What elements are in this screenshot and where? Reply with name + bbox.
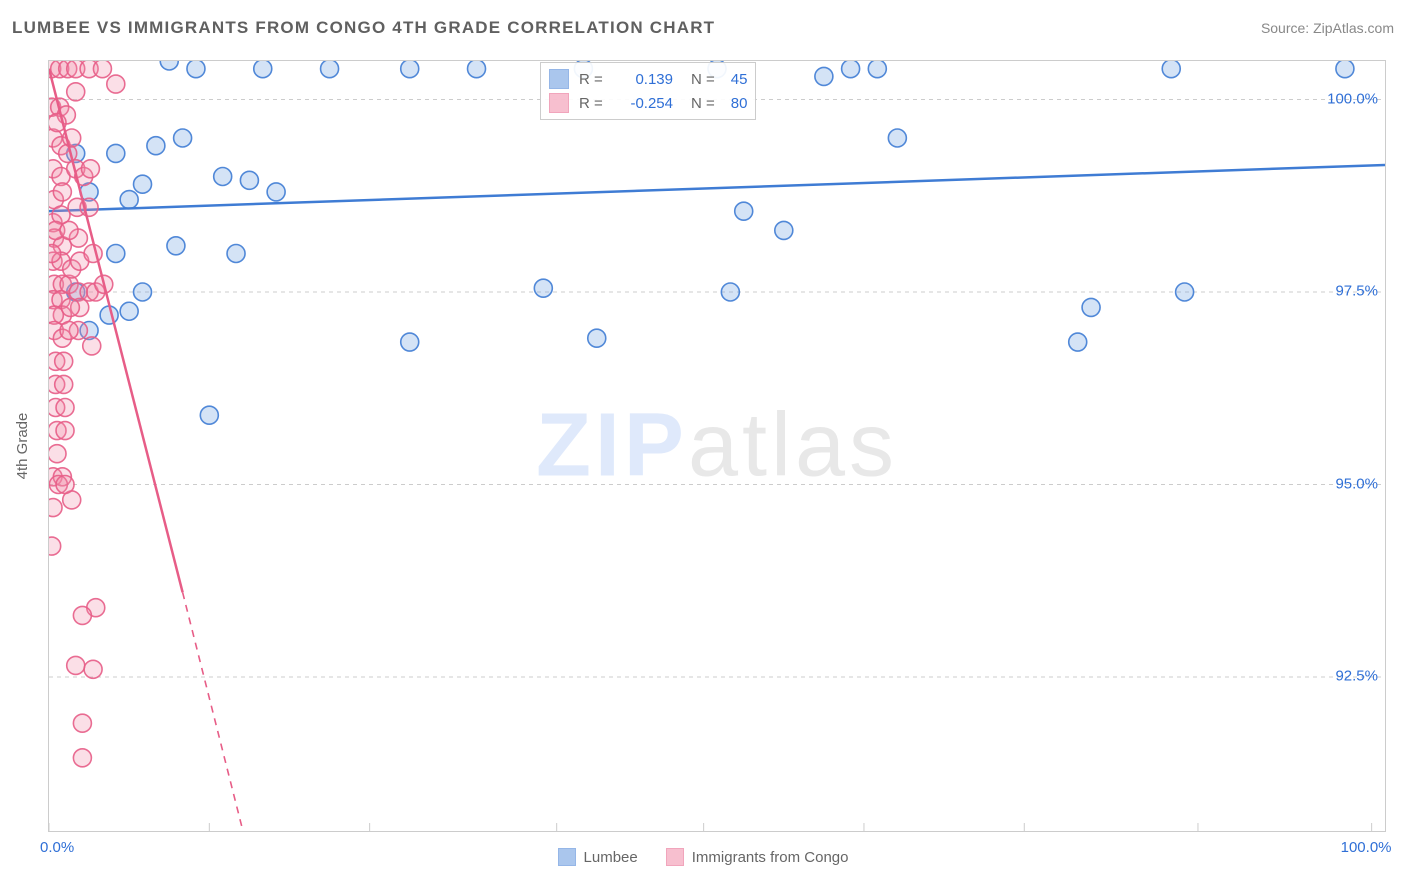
y-tick-label: 97.5% — [1298, 283, 1378, 300]
legend-bottom-swatch-lumbee — [558, 848, 576, 866]
legend-r-label: R = — [579, 95, 607, 112]
chart-svg — [49, 61, 1385, 831]
source-label: Source: ZipAtlas.com — [1261, 20, 1394, 36]
legend-bottom-label-lumbee: Lumbee — [584, 849, 638, 866]
legend-bottom-label-congo: Immigrants from Congo — [692, 849, 849, 866]
y-tick-label: 100.0% — [1298, 90, 1378, 107]
legend-item-lumbee: Lumbee — [558, 848, 638, 866]
legend-r-value-lumbee: 0.139 — [617, 71, 673, 88]
legend-n-value-lumbee: 45 — [731, 71, 748, 88]
header: LUMBEE VS IMMIGRANTS FROM CONGO 4TH GRAD… — [12, 18, 1394, 38]
legend-bottom: Lumbee Immigrants from Congo — [0, 848, 1406, 866]
legend-n-value-congo: 80 — [731, 95, 748, 112]
legend-row-lumbee: R = 0.139 N = 45 — [549, 67, 747, 91]
plot-area: ZIPatlas — [48, 60, 1386, 832]
legend-r-label: R = — [579, 71, 607, 88]
y-axis-title: 4th Grade — [14, 413, 31, 480]
legend-swatch-congo — [549, 93, 569, 113]
legend-r-value-congo: -0.254 — [617, 95, 673, 112]
legend-item-congo: Immigrants from Congo — [666, 848, 849, 866]
y-tick-label: 92.5% — [1298, 668, 1378, 685]
legend-correlation-box: R = 0.139 N = 45 R = -0.254 N = 80 — [540, 62, 756, 120]
chart-title: LUMBEE VS IMMIGRANTS FROM CONGO 4TH GRAD… — [12, 18, 715, 38]
legend-row-congo: R = -0.254 N = 80 — [549, 91, 747, 115]
chart-container: LUMBEE VS IMMIGRANTS FROM CONGO 4TH GRAD… — [0, 0, 1406, 892]
legend-n-label: N = — [691, 71, 715, 88]
y-tick-label: 95.0% — [1298, 475, 1378, 492]
legend-swatch-lumbee — [549, 69, 569, 89]
legend-bottom-swatch-congo — [666, 848, 684, 866]
legend-n-label: N = — [691, 95, 715, 112]
